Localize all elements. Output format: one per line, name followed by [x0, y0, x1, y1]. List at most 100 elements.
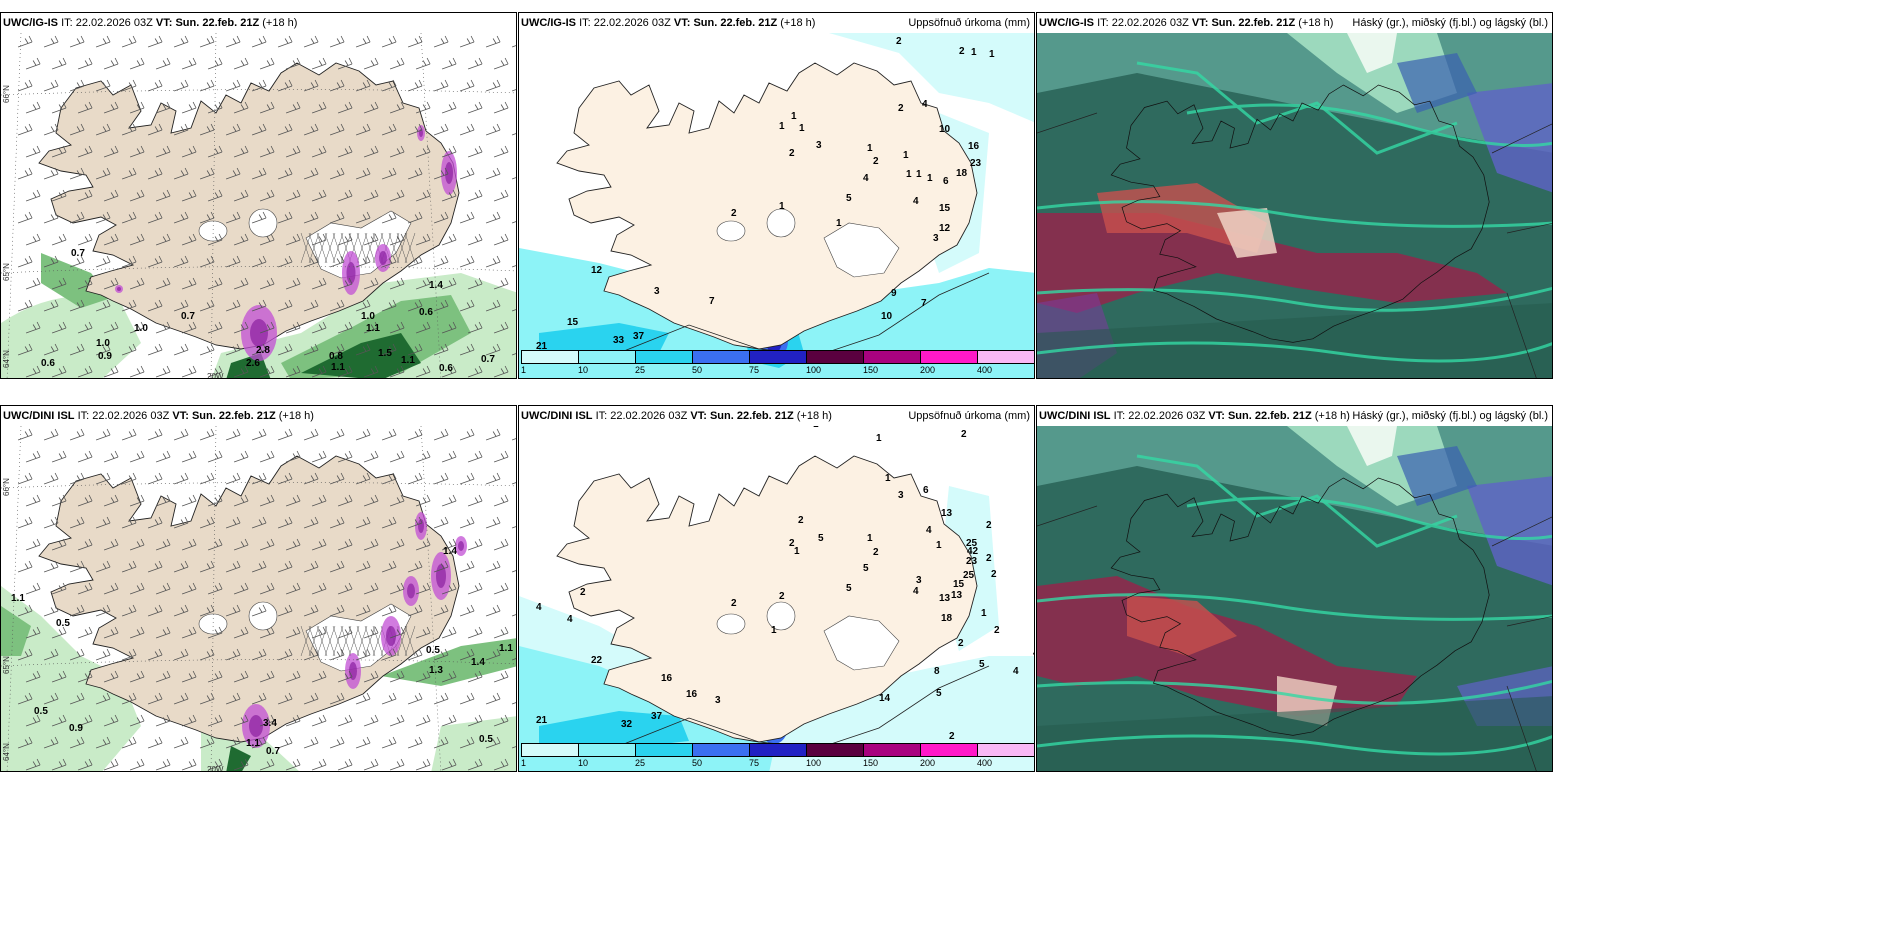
field-title: Uppsöfnuð úrkoma (mm) [908, 17, 1030, 29]
value-label: 18 [941, 613, 953, 624]
lon-label-20w: 20W [207, 765, 224, 772]
wind-barb [147, 123, 163, 136]
wind-barb [43, 560, 59, 573]
wind-barb [17, 648, 33, 661]
wind-barb [43, 123, 59, 136]
wind-barb [493, 321, 509, 334]
wind-barb [355, 472, 371, 485]
wind-barb [493, 714, 509, 727]
wind-barb [199, 255, 215, 268]
hatch-line [396, 232, 408, 264]
colorbar-tick-label: 10 [578, 758, 589, 768]
wind-barb [233, 365, 249, 378]
wind-barb [121, 123, 137, 136]
wind-barb [407, 255, 423, 268]
wind-barb [511, 353, 516, 356]
hatch-line [340, 625, 352, 657]
wind-barb [43, 736, 59, 749]
wind-barb [199, 35, 215, 48]
wind-barb [485, 428, 501, 441]
wind-barb [69, 167, 85, 180]
wind-barb [311, 538, 327, 551]
valid-time: Sun. 22.feb. 21Z [1227, 410, 1312, 422]
panel-igis-wind: UWC/IG-IS IT: 22.02.2026 03Z VT: Sun. 22… [0, 12, 517, 379]
wind-barb [121, 167, 137, 180]
wind-barb [459, 472, 475, 485]
wind-barb [17, 692, 33, 705]
wind-barb [199, 123, 215, 136]
wind-barb [251, 79, 267, 92]
value-label: 2 [873, 547, 879, 558]
cloud-contour [1136, 61, 1458, 155]
value-label: 4 [913, 586, 919, 597]
wind-barb [199, 472, 215, 485]
value-label: 5 [863, 563, 869, 574]
wind-barb [103, 277, 119, 290]
wind-barb [337, 450, 353, 463]
panel-igis-clouds: UWC/IG-IS IT: 22.02.2026 03Z VT: Sun. 22… [1036, 12, 1553, 379]
wind-barb [363, 450, 379, 463]
wind-barb [467, 57, 483, 70]
wind-barb [51, 582, 67, 595]
wind-barb [355, 35, 371, 48]
valid-time: Sun. 22.feb. 21Z [1211, 17, 1296, 29]
lead-time: (+18 h) [1314, 410, 1350, 422]
precip-spot-core [379, 251, 387, 265]
precip-colorbar: 1 10 25 50 75 100 150 200 400 [521, 743, 1034, 768]
wind-barb [433, 167, 449, 180]
wind-barb [493, 758, 509, 771]
value-label: 1.1 [11, 593, 25, 604]
wind-barb [389, 57, 405, 70]
precip-area [301, 333, 421, 378]
wind-barb [199, 428, 215, 441]
wind-barb [285, 189, 301, 202]
wind-barb [173, 692, 189, 705]
wind-barb [173, 736, 189, 749]
wind-barb [225, 79, 241, 92]
wind-barb [389, 626, 405, 639]
wind-barb [121, 736, 137, 749]
wind-barb [181, 145, 197, 158]
colorbar-swatch [578, 743, 636, 757]
wind-barb [77, 145, 93, 158]
mid-cloud-area [1467, 83, 1552, 193]
wind-barb [181, 626, 197, 639]
panel-dini-wind: UWC/DINI ISL IT: 22.02.2026 03Z VT: Sun.… [0, 405, 517, 772]
value-label: 0.7 [181, 311, 195, 322]
wind-barb [381, 648, 397, 661]
wind-barb [95, 472, 111, 485]
value-label: 3 [715, 695, 721, 706]
colorbar-tick-label: 150 [863, 365, 879, 375]
wind-barb [467, 582, 483, 595]
wind-barb [467, 365, 483, 378]
wind-barb [25, 189, 41, 202]
precip-area [281, 295, 471, 378]
wind-barb [103, 365, 119, 378]
wind-barb [129, 670, 145, 683]
wind-barb [311, 189, 327, 202]
value-label: 1.0 [96, 338, 110, 349]
wind-barb [69, 79, 85, 92]
wind-barb [277, 255, 293, 268]
wind-barb [147, 736, 163, 749]
wind-barb [181, 494, 197, 507]
wind-barb [129, 365, 145, 378]
wind-barb [251, 255, 267, 268]
value-label: 0.6 [41, 358, 55, 369]
lead-time: (+18 h) [1298, 17, 1334, 29]
value-label: 1 [771, 625, 777, 636]
wind-barb [407, 692, 423, 705]
wind-barb [441, 538, 457, 551]
wind-barb [415, 189, 431, 202]
value-labels: 1121361324125422322515213131812254851442… [536, 426, 1034, 742]
wind-barb [363, 365, 379, 378]
wind-barb [389, 494, 405, 507]
value-label: 2 [958, 638, 964, 649]
model-name: UWC/DINI ISL [3, 410, 75, 422]
wind-barb [129, 321, 145, 334]
value-label: 0.5 [56, 618, 70, 629]
map-wind-precip: 66°N 65°N 64°N 20W 1.1 0.5 0.5 1.4 1.3 1.1 0.5 0.9 0… [1, 426, 516, 771]
value-label: 1 [981, 608, 987, 619]
wind-barb [407, 343, 423, 356]
wind-barb [493, 189, 509, 202]
